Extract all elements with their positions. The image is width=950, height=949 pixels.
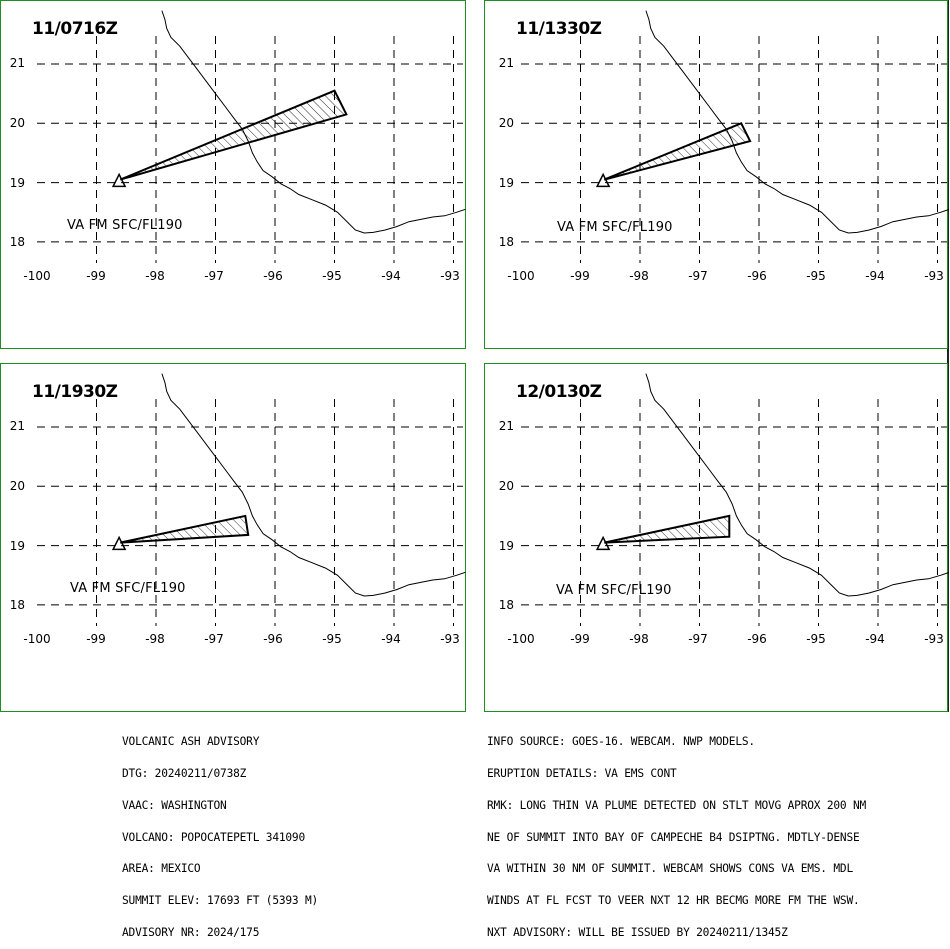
coastline — [161, 10, 466, 234]
advisory-line: SUMMIT ELEV: 17693 FT (5393 M) — [122, 894, 319, 908]
coastline — [645, 373, 949, 597]
lon-tick-99: -99 — [570, 269, 590, 283]
lat-tick-21: 21 — [9, 56, 25, 70]
altitude-label: VA FM SFC/FL190 — [557, 220, 673, 235]
lat-tick-19: 19 — [498, 176, 514, 190]
lon-tick-97: -97 — [688, 269, 708, 283]
map-canvas — [37, 373, 466, 626]
panel-time-label: 11/0716Z — [32, 19, 118, 39]
volcano-icon — [111, 172, 127, 188]
volcano-icon — [595, 535, 611, 551]
ash-plume-polygon — [119, 89, 348, 181]
lat-tick-18: 18 — [498, 235, 514, 249]
forecast-panel-4: 12/0130Z VA FM SFC/FL190 21 20 19 18 -10… — [484, 363, 949, 712]
forecast-panel-2: 11/1330Z VA FM SFC/FL190 21 20 19 18 -10… — [484, 0, 949, 349]
lon-tick-94: -94 — [381, 632, 401, 646]
coastline — [161, 373, 466, 597]
lon-tick-94: -94 — [865, 632, 885, 646]
lat-tick-19: 19 — [498, 539, 514, 553]
ash-plume-polygon — [603, 122, 752, 181]
lat-tick-18: 18 — [9, 598, 25, 612]
lat-tick-20: 20 — [9, 479, 25, 493]
lon-tick-99: -99 — [86, 269, 106, 283]
lon-tick-93: -93 — [924, 632, 944, 646]
window-edge-line — [947, 0, 949, 712]
lon-tick-94: -94 — [865, 269, 885, 283]
lon-tick-95: -95 — [322, 632, 342, 646]
map-canvas — [521, 373, 949, 626]
lat-tick-18: 18 — [498, 598, 514, 612]
advisory-line: VAAC: WASHINGTON — [122, 798, 227, 812]
lon-tick-95: -95 — [806, 632, 826, 646]
ash-plume-polygon — [604, 514, 731, 544]
lon-tick-97: -97 — [204, 269, 224, 283]
lon-tick-100: -100 — [507, 269, 535, 283]
lon-tick-99: -99 — [570, 632, 590, 646]
advisory-line: ERUPTION DETAILS: VA EMS CONT — [487, 766, 677, 780]
lat-tick-21: 21 — [498, 419, 514, 433]
advisory-header-block: VOLCANIC ASH ADVISORY DTG: 20240211/0738… — [122, 716, 318, 949]
lat-tick-18: 18 — [9, 235, 25, 249]
panel-time-label: 11/1930Z — [32, 382, 118, 402]
map-canvas — [37, 10, 466, 263]
lon-tick-96: -96 — [263, 632, 283, 646]
advisory-line: VOLCANO: POPOCATEPETL 341090 — [122, 830, 305, 844]
advisory-line: VA WITHIN 30 NM OF SUMMIT. WEBCAM SHOWS … — [487, 862, 853, 876]
lon-tick-98: -98 — [145, 269, 165, 283]
lat-tick-20: 20 — [498, 116, 514, 130]
advisory-line: DTG: 20240211/0738Z — [122, 766, 247, 780]
altitude-label: VA FM SFC/FL190 — [70, 581, 186, 596]
advisory-line: AREA: MEXICO — [122, 862, 201, 876]
map-canvas — [521, 10, 949, 263]
lon-tick-99: -99 — [86, 632, 106, 646]
volcano-icon — [595, 172, 611, 188]
forecast-panel-3: 11/1930Z VA FM SFC/FL190 21 20 19 18 -10… — [0, 363, 466, 712]
lon-tick-100: -100 — [507, 632, 535, 646]
lon-tick-97: -97 — [688, 632, 708, 646]
lon-tick-98: -98 — [629, 632, 649, 646]
lat-tick-21: 21 — [498, 56, 514, 70]
volcano-icon — [111, 535, 127, 551]
advisory-remarks-block: INFO SOURCE: GOES-16. WEBCAM. NWP MODELS… — [487, 716, 866, 949]
lon-tick-100: -100 — [23, 269, 51, 283]
lat-tick-20: 20 — [9, 116, 25, 130]
lat-tick-19: 19 — [9, 176, 25, 190]
lon-tick-95: -95 — [806, 269, 826, 283]
lon-tick-95: -95 — [322, 269, 342, 283]
lon-tick-100: -100 — [23, 632, 51, 646]
forecast-panel-1: 11/0716Z VA FM SFC/FL190 21 20 19 18 -10… — [0, 0, 466, 349]
altitude-label: VA FM SFC/FL190 — [67, 218, 183, 233]
lon-tick-93: -93 — [924, 269, 944, 283]
lat-tick-21: 21 — [9, 419, 25, 433]
lon-tick-96: -96 — [263, 269, 283, 283]
lat-tick-20: 20 — [498, 479, 514, 493]
ash-plume-polygon — [120, 514, 250, 544]
advisory-line: INFO SOURCE: GOES-16. WEBCAM. NWP MODELS… — [487, 735, 755, 749]
lon-tick-96: -96 — [747, 269, 767, 283]
advisory-line: VOLCANIC ASH ADVISORY — [122, 735, 260, 749]
panel-time-label: 12/0130Z — [516, 382, 602, 402]
lon-tick-97: -97 — [204, 632, 224, 646]
advisory-line: NE OF SUMMIT INTO BAY OF CAMPECHE B4 DSI… — [487, 830, 860, 844]
lon-tick-98: -98 — [145, 632, 165, 646]
lon-tick-93: -93 — [440, 632, 460, 646]
advisory-line: ADVISORY NR: 2024/175 — [122, 925, 260, 939]
altitude-label: VA FM SFC/FL190 — [556, 583, 672, 598]
coastline — [645, 10, 949, 234]
panel-time-label: 11/1330Z — [516, 19, 602, 39]
lon-tick-93: -93 — [440, 269, 460, 283]
lon-tick-98: -98 — [629, 269, 649, 283]
advisory-line: WINDS AT FL FCST TO VEER NXT 12 HR BECMG… — [487, 894, 860, 908]
lon-tick-94: -94 — [381, 269, 401, 283]
advisory-line: NXT ADVISORY: WILL BE ISSUED BY 20240211… — [487, 925, 788, 939]
lon-tick-96: -96 — [747, 632, 767, 646]
advisory-line: RMK: LONG THIN VA PLUME DETECTED ON STLT… — [487, 798, 867, 812]
lat-tick-19: 19 — [9, 539, 25, 553]
